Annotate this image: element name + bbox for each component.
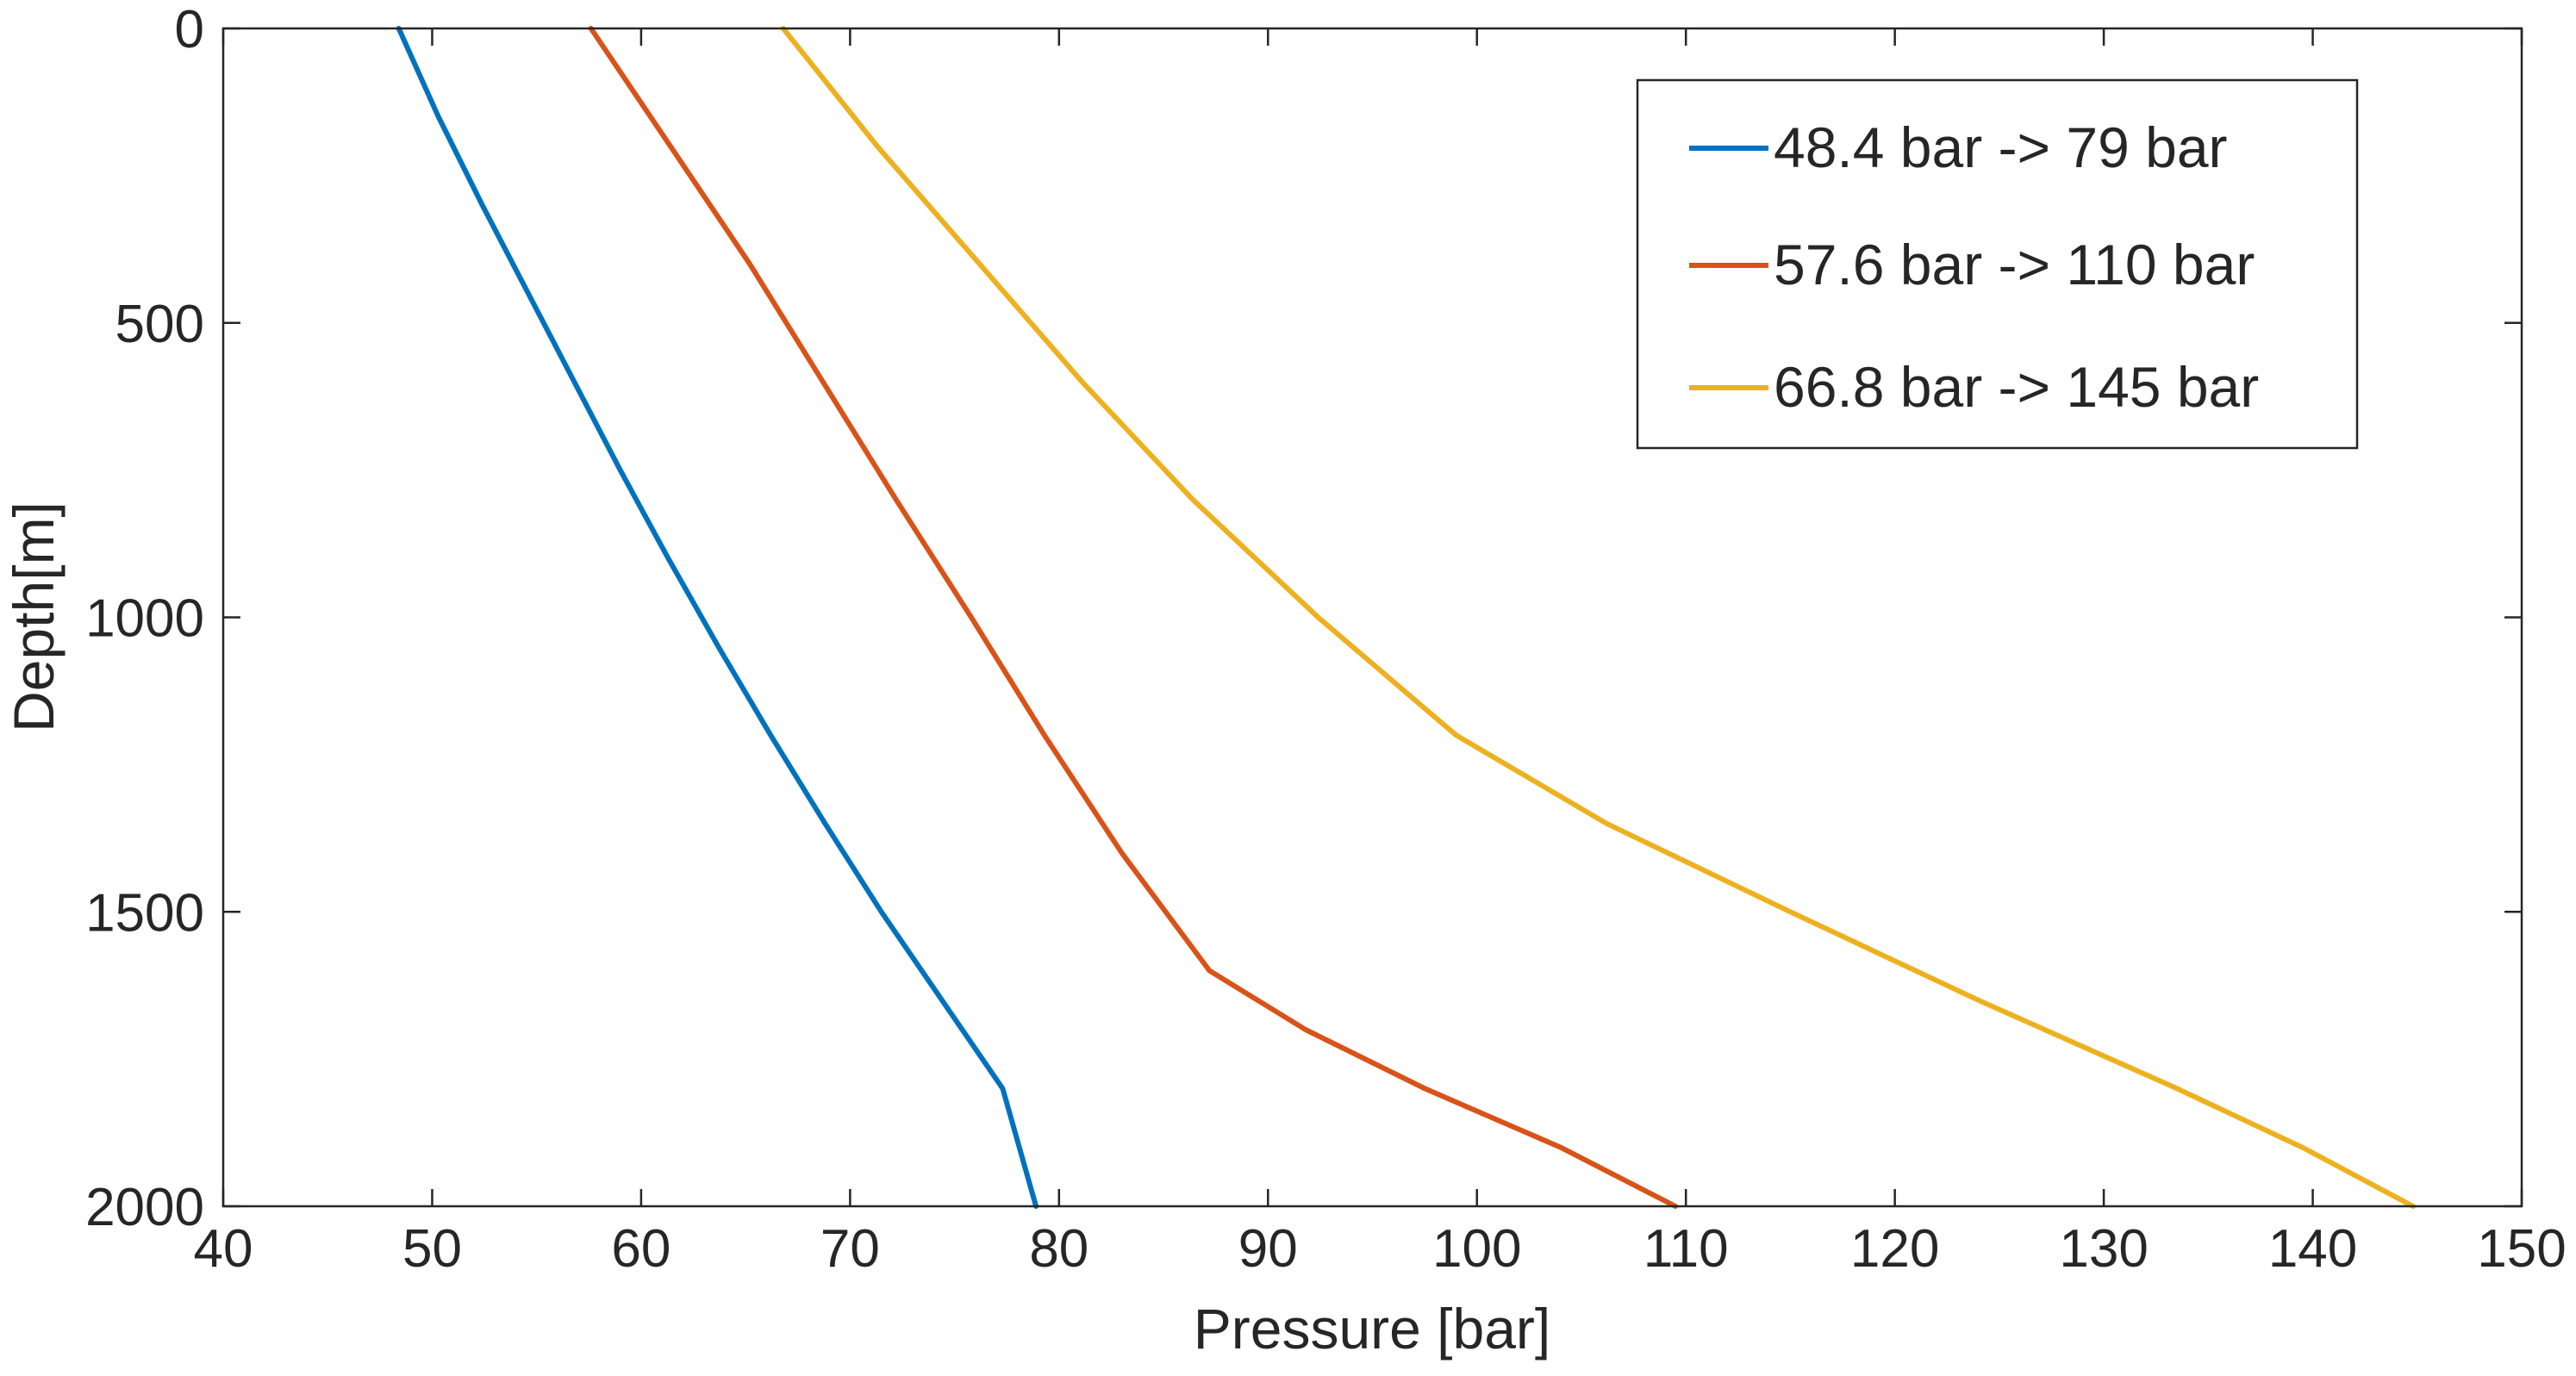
x-tick-label-150: 150 [2477, 1219, 2566, 1279]
series-line-1 [396, 26, 1039, 1209]
y-tick-label-1000: 1000 [85, 589, 204, 649]
y-tick-label-1500: 1500 [85, 883, 204, 943]
x-tick-label-140: 140 [2268, 1219, 2357, 1279]
x-tick-label-130: 130 [2059, 1219, 2148, 1279]
x-tick-label-120: 120 [1850, 1219, 1939, 1279]
legend-label-series-1: 48.4 bar -> 79 bar [1774, 115, 2228, 179]
series-line-2 [588, 26, 1679, 1209]
x-tick-label-50: 50 [402, 1219, 462, 1279]
x-axis-label: Pressure [bar] [1194, 1297, 1551, 1360]
x-tick-label-40: 40 [194, 1219, 253, 1279]
y-tick-label-0: 0 [175, 0, 204, 59]
y-tick-label-2000: 2000 [85, 1178, 204, 1237]
legend: 48.4 bar -> 79 bar 57.6 bar -> 110 bar 6… [1636, 78, 2359, 450]
legend-label-series-3: 66.8 bar -> 145 bar [1774, 355, 2259, 419]
series-line-3 [780, 26, 2416, 1209]
x-tick-label-60: 60 [611, 1219, 671, 1279]
y-axis-label: Depth[m] [2, 501, 65, 732]
x-tick-label-90: 90 [1238, 1219, 1298, 1279]
x-tick-label-100: 100 [1432, 1219, 1521, 1279]
x-tick-label-110: 110 [1644, 1219, 1729, 1279]
y-tick-label-500: 500 [115, 295, 204, 354]
series-layer [396, 26, 2416, 1209]
legend-label-series-2: 57.6 bar -> 110 bar [1774, 233, 2255, 296]
tick-layer: 40 50 60 70 80 90 100 110 120 130 140 1500500100015… [85, 0, 2567, 1279]
x-tick-label-80: 80 [1029, 1219, 1088, 1279]
x-tick-label-70: 70 [820, 1219, 880, 1279]
